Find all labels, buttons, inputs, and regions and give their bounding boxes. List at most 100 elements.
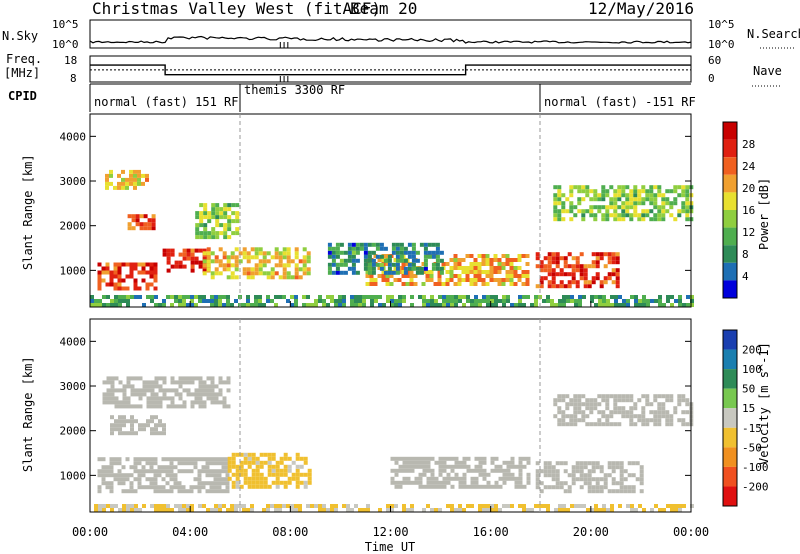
data-cell — [157, 469, 162, 474]
data-cell — [231, 480, 236, 485]
data-cell — [490, 504, 494, 508]
cpid-segment-3: normal (fast) -151 RF — [544, 95, 696, 109]
data-cell — [394, 303, 398, 307]
data-cell — [591, 276, 596, 281]
data-cell — [506, 476, 511, 481]
data-cell — [593, 402, 598, 407]
data-cell — [214, 295, 218, 299]
data-cell — [601, 205, 606, 210]
data-cell — [390, 504, 394, 508]
data-cell — [235, 203, 240, 208]
data-cell — [121, 262, 126, 267]
data-cell — [583, 284, 588, 289]
data-cell — [303, 460, 308, 465]
data-cell — [627, 473, 632, 478]
nave-label: Nave — [753, 64, 782, 78]
data-cell — [406, 468, 411, 473]
data-cell — [338, 299, 342, 303]
data-cell — [121, 489, 126, 494]
data-cell — [130, 388, 135, 393]
data-cell — [690, 299, 694, 303]
data-cell — [102, 295, 106, 299]
data-cell — [489, 270, 494, 274]
data-cell — [118, 299, 122, 303]
data-cell — [587, 477, 592, 482]
data-cell — [466, 299, 470, 303]
data-cell — [150, 396, 155, 401]
colorbar-swatch — [723, 227, 737, 246]
data-cell — [673, 197, 678, 202]
data-cell — [482, 484, 487, 489]
data-cell — [174, 295, 178, 299]
data-cell — [517, 278, 522, 282]
data-cell — [262, 255, 267, 260]
data-cell — [113, 457, 118, 462]
data-cell — [150, 427, 154, 432]
data-cell — [489, 262, 494, 266]
data-cell — [223, 207, 228, 212]
data-cell — [621, 189, 626, 194]
colorbar-tick-label: 15 — [742, 402, 755, 415]
data-cell — [195, 215, 200, 220]
data-cell — [165, 457, 170, 462]
data-cell — [339, 242, 344, 247]
data-cell — [150, 504, 154, 508]
y-tick-label: 2000 — [60, 220, 87, 233]
data-cell — [294, 303, 298, 307]
data-cell — [490, 508, 494, 512]
data-cell — [222, 255, 227, 260]
data-cell — [230, 504, 234, 508]
data-cell — [673, 201, 678, 206]
data-cell — [330, 508, 334, 512]
data-cell — [521, 282, 526, 286]
data-cell — [619, 481, 624, 486]
data-cell — [418, 484, 423, 489]
data-cell — [446, 303, 450, 307]
data-cell — [543, 469, 548, 474]
data-cell — [649, 402, 654, 407]
data-cell — [522, 456, 527, 461]
data-cell — [369, 274, 374, 278]
data-cell — [158, 400, 163, 405]
data-cell — [657, 209, 662, 214]
y-tick-label: 1000 — [60, 264, 87, 277]
data-cell — [206, 392, 211, 397]
data-cell — [489, 278, 494, 282]
data-cell — [542, 504, 546, 508]
data-cell — [387, 258, 392, 263]
data-cell — [339, 258, 344, 263]
data-cell — [186, 295, 190, 299]
data-cell — [625, 193, 630, 198]
data-cell — [149, 270, 154, 275]
data-cell — [259, 472, 264, 477]
data-cell — [275, 468, 280, 473]
data-cell — [661, 201, 666, 206]
data-cell — [117, 286, 122, 291]
data-cell — [282, 504, 286, 508]
data-cell — [581, 185, 586, 190]
data-cell — [633, 213, 638, 218]
data-cell — [225, 485, 230, 490]
data-cell — [206, 251, 211, 256]
data-cell — [657, 422, 662, 427]
data-cell — [106, 388, 111, 393]
data-cell — [130, 431, 134, 436]
data-cell — [227, 235, 232, 240]
data-cell — [143, 214, 148, 219]
data-cell — [330, 504, 334, 508]
data-cell — [661, 402, 666, 407]
data-cell — [190, 260, 195, 265]
data-cell — [458, 484, 463, 489]
data-cell — [657, 217, 662, 222]
data-cell — [593, 197, 598, 202]
data-cell — [395, 262, 400, 267]
data-cell — [109, 485, 114, 490]
data-cell — [306, 504, 310, 508]
data-cell — [559, 481, 564, 486]
data-cell — [426, 303, 430, 307]
data-cell — [553, 209, 558, 214]
data-cell — [166, 295, 170, 299]
data-cell — [262, 271, 267, 276]
data-cell — [262, 303, 266, 307]
data-cell — [402, 480, 407, 485]
